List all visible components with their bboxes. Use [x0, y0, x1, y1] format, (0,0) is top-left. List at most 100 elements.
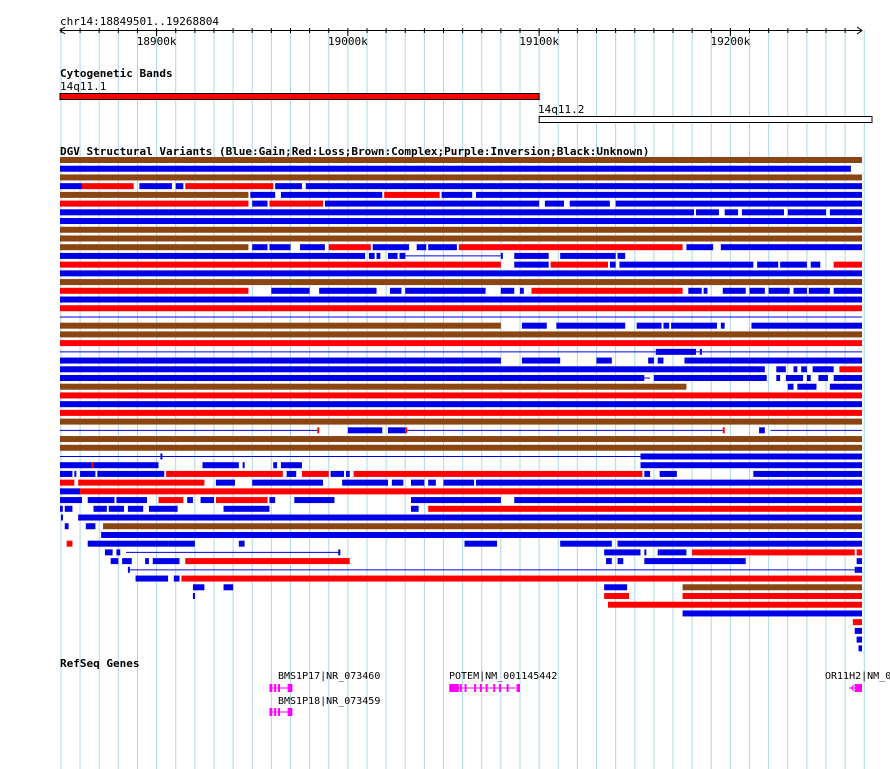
dgv-variant-gain[interactable]	[60, 296, 862, 303]
dgv-variant-gain[interactable]	[60, 183, 82, 190]
gene-exon[interactable]	[449, 684, 459, 692]
dgv-variant-gain[interactable]	[116, 549, 121, 556]
gene-exon[interactable]	[474, 684, 477, 692]
gene-exon[interactable]	[287, 708, 293, 716]
dgv-variant-loss[interactable]	[91, 462, 94, 469]
dgv-variant-loss[interactable]	[215, 497, 268, 504]
dgv-variant-gain[interactable]	[686, 244, 714, 251]
dgv-variant-gain[interactable]	[271, 287, 310, 294]
dgv-variant-gain[interactable]	[808, 287, 830, 294]
dgv-variant-gain[interactable]	[252, 200, 268, 207]
dgv-variant-gain[interactable]	[833, 287, 862, 294]
dgv-variant-gain[interactable]	[87, 497, 115, 504]
cytoband-14q11-2[interactable]	[538, 116, 873, 123]
dgv-variant-gain[interactable]	[330, 470, 345, 477]
dgv-variant-gain[interactable]	[833, 375, 862, 381]
cytoband-14q11-1[interactable]	[59, 93, 540, 100]
dgv-variant-loss[interactable]	[166, 470, 283, 477]
dgv-variant-gain[interactable]	[135, 575, 169, 582]
dgv-variant-gain[interactable]	[604, 584, 628, 591]
dgv-variant-loss[interactable]	[60, 392, 862, 399]
dgv-variant-loss[interactable]	[328, 244, 371, 251]
dgv-variant-gain[interactable]	[280, 462, 302, 469]
dgv-variant-gain[interactable]	[388, 252, 398, 259]
dgv-variant-gain[interactable]	[376, 252, 381, 259]
dgv-variant-gain[interactable]	[520, 287, 524, 294]
dgv-variant-gain[interactable]	[663, 322, 670, 329]
dgv-variant-gain[interactable]	[560, 252, 616, 259]
dgv-variant-gain[interactable]	[556, 322, 626, 329]
dgv-variant-gain[interactable]	[223, 584, 234, 591]
gene-exon[interactable]	[506, 684, 509, 692]
dgv-variant-gain[interactable]	[60, 366, 765, 373]
dgv-variant-complex[interactable]	[60, 226, 862, 233]
dgv-variant-gain[interactable]	[60, 270, 862, 277]
gene-exon[interactable]	[493, 684, 496, 692]
dgv-variant-complex[interactable]	[682, 584, 862, 591]
dgv-variant-gain[interactable]	[854, 627, 862, 634]
dgv-variant-gain[interactable]	[215, 479, 236, 486]
dgv-variant-gain[interactable]	[391, 479, 404, 486]
dgv-variant-loss[interactable]	[607, 601, 862, 608]
dgv-variant-gain[interactable]	[242, 462, 245, 469]
dgv-variant-gain[interactable]	[416, 244, 427, 251]
dgv-variant-complex[interactable]	[60, 157, 862, 163]
gene-exon[interactable]	[464, 684, 467, 692]
dgv-variant-gain[interactable]	[127, 505, 144, 512]
dgv-variant-gain[interactable]	[160, 453, 163, 460]
dgv-variant-gain[interactable]	[173, 575, 180, 582]
dgv-variant-loss[interactable]	[66, 540, 73, 547]
dgv-variant-loss[interactable]	[81, 183, 134, 190]
dgv-variant-gain[interactable]	[324, 200, 540, 207]
dgv-variant-gain[interactable]	[617, 540, 862, 547]
dgv-variant-loss[interactable]	[550, 261, 608, 268]
dgv-variant-gain[interactable]	[127, 566, 130, 573]
dgv-variant-gain[interactable]	[389, 287, 402, 294]
dgv-variant-gain[interactable]	[659, 549, 687, 556]
dgv-variant-gain[interactable]	[286, 470, 297, 477]
dgv-variant-gain[interactable]	[294, 497, 335, 504]
dgv-variant-gain[interactable]	[60, 497, 82, 504]
gene-exon[interactable]	[479, 684, 482, 692]
dgv-variant-gain[interactable]	[776, 366, 786, 373]
dgv-variant-gain[interactable]	[305, 183, 862, 190]
dgv-variant-gain[interactable]	[60, 209, 695, 216]
dgv-variant-gain[interactable]	[187, 497, 193, 504]
dgv-variant-gain[interactable]	[145, 558, 149, 565]
dgv-variant-gain[interactable]	[476, 479, 862, 486]
dgv-variant-gain[interactable]	[829, 209, 862, 216]
dgv-variant-gain[interactable]	[856, 566, 862, 573]
dgv-variant-gain[interactable]	[110, 558, 119, 565]
dgv-variant-complex[interactable]	[60, 444, 862, 451]
gene-label-bms1p17[interactable]: BMS1P17|NR_073460	[278, 671, 381, 682]
dgv-variant-gain[interactable]	[60, 488, 81, 495]
dgv-variant-loss[interactable]	[353, 470, 643, 477]
dgv-variant-complex[interactable]	[60, 383, 687, 390]
gene-exon[interactable]	[274, 708, 277, 716]
dgv-variant-gain[interactable]	[269, 244, 291, 251]
dgv-variant-gain[interactable]	[238, 540, 245, 547]
dgv-variant-complex[interactable]	[60, 418, 862, 425]
dgv-variant-gain[interactable]	[521, 357, 561, 364]
dgv-variant-gain[interactable]	[801, 366, 807, 373]
gene-label-bms1p18[interactable]: BMS1P18|NR_073459	[278, 696, 381, 707]
dgv-variant-gain[interactable]	[829, 383, 862, 390]
dgv-variant-gain[interactable]	[695, 209, 719, 216]
dgv-variant-gain[interactable]	[787, 383, 794, 390]
dgv-variant-gain[interactable]	[785, 375, 804, 381]
dgv-variant-gain[interactable]	[175, 183, 184, 190]
dgv-variant-loss[interactable]	[405, 427, 408, 434]
dgv-variant-gain[interactable]	[703, 287, 708, 294]
dgv-variant-gain[interactable]	[636, 322, 662, 329]
dgv-variant-loss[interactable]	[458, 244, 683, 251]
dgv-variant-gain[interactable]	[644, 549, 647, 556]
dgv-variant-gain[interactable]	[104, 549, 113, 556]
dgv-variant-gain[interactable]	[93, 505, 107, 512]
dgv-variant-gain[interactable]	[749, 287, 765, 294]
dgv-variant-gain[interactable]	[500, 252, 503, 259]
gene-exon[interactable]	[278, 708, 281, 716]
dgv-variant-gain[interactable]	[202, 462, 239, 469]
dgv-variant-gain[interactable]	[617, 558, 624, 565]
gene-exon[interactable]	[269, 684, 273, 692]
dgv-variant-gain[interactable]	[858, 645, 862, 652]
